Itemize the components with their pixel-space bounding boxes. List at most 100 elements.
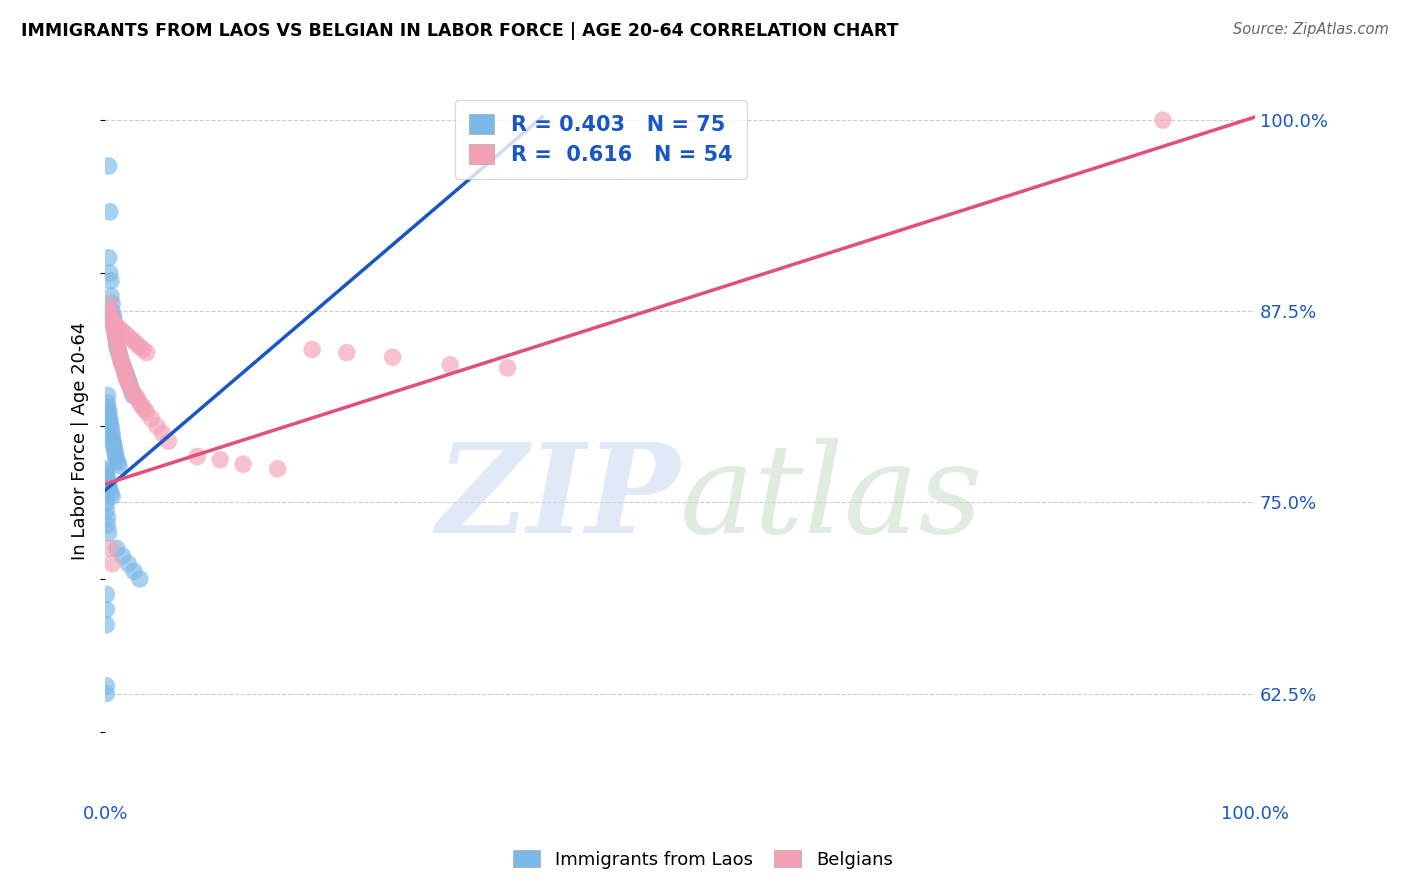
- Point: [111, 324, 134, 338]
- Point: [110, 355, 132, 369]
- Point: [141, 411, 163, 425]
- Point: [132, 343, 155, 357]
- Point: [98, 411, 121, 425]
- Point: [115, 370, 138, 384]
- Point: [115, 373, 138, 387]
- Point: [98, 541, 121, 556]
- Point: [103, 434, 125, 449]
- Point: [111, 549, 134, 563]
- Point: [111, 358, 134, 372]
- Point: [103, 443, 125, 458]
- Point: [135, 345, 157, 359]
- Point: [209, 452, 232, 467]
- Point: [114, 364, 136, 378]
- Point: [97, 407, 120, 421]
- Point: [152, 426, 174, 441]
- Point: [101, 426, 124, 441]
- Point: [108, 345, 131, 359]
- Point: [128, 572, 150, 586]
- Legend: R = 0.403   N = 75, R =  0.616   N = 54: R = 0.403 N = 75, R = 0.616 N = 54: [454, 100, 747, 179]
- Point: [103, 315, 125, 329]
- Point: [96, 462, 118, 476]
- Point: [105, 541, 128, 556]
- Point: [186, 450, 208, 464]
- Point: [101, 315, 124, 329]
- Text: Source: ZipAtlas.com: Source: ZipAtlas.com: [1233, 22, 1389, 37]
- Point: [97, 526, 120, 541]
- Point: [96, 510, 118, 524]
- Point: [96, 388, 118, 402]
- Point: [101, 489, 124, 503]
- Point: [301, 343, 323, 357]
- Point: [108, 350, 131, 364]
- Point: [96, 679, 118, 693]
- Point: [115, 367, 138, 381]
- Point: [101, 430, 124, 444]
- Point: [131, 399, 153, 413]
- Point: [98, 266, 121, 280]
- Point: [104, 318, 127, 332]
- Point: [97, 296, 120, 310]
- Text: atlas: atlas: [681, 438, 983, 559]
- Point: [101, 296, 124, 310]
- Point: [104, 330, 127, 344]
- Point: [124, 388, 146, 402]
- Point: [108, 321, 131, 335]
- Point: [108, 350, 131, 364]
- Point: [96, 474, 118, 488]
- Point: [146, 419, 169, 434]
- Point: [105, 334, 128, 349]
- Point: [96, 396, 118, 410]
- Point: [96, 687, 118, 701]
- Point: [117, 557, 139, 571]
- Point: [103, 441, 125, 455]
- Point: [121, 388, 143, 402]
- Point: [101, 557, 124, 571]
- Point: [100, 422, 122, 436]
- Point: [128, 339, 150, 353]
- Point: [96, 602, 118, 616]
- Point: [105, 334, 128, 349]
- Point: [103, 437, 125, 451]
- Point: [100, 289, 122, 303]
- Point: [108, 458, 131, 473]
- Point: [105, 339, 128, 353]
- Point: [110, 355, 132, 369]
- Text: ZIP: ZIP: [436, 438, 681, 559]
- Point: [108, 345, 131, 359]
- Point: [439, 358, 461, 372]
- Point: [104, 450, 127, 464]
- Point: [98, 304, 121, 318]
- Point: [157, 434, 180, 449]
- Point: [104, 446, 127, 460]
- Point: [98, 205, 121, 219]
- Point: [97, 159, 120, 173]
- Point: [97, 480, 120, 494]
- Point: [96, 495, 118, 509]
- Point: [122, 564, 145, 578]
- Point: [112, 360, 135, 375]
- Point: [96, 518, 118, 533]
- Point: [103, 309, 125, 323]
- Point: [134, 402, 156, 417]
- Point: [100, 419, 122, 434]
- Point: [100, 274, 122, 288]
- Point: [381, 350, 404, 364]
- Point: [120, 381, 142, 395]
- Point: [103, 324, 125, 338]
- Point: [107, 456, 129, 470]
- Point: [127, 392, 149, 406]
- Point: [97, 251, 120, 265]
- Point: [128, 396, 150, 410]
- Point: [100, 486, 122, 500]
- Point: [96, 471, 118, 485]
- Point: [107, 343, 129, 357]
- Point: [97, 477, 120, 491]
- Text: IMMIGRANTS FROM LAOS VS BELGIAN IN LABOR FORCE | AGE 20-64 CORRELATION CHART: IMMIGRANTS FROM LAOS VS BELGIAN IN LABOR…: [21, 22, 898, 40]
- Y-axis label: In Labor Force | Age 20-64: In Labor Force | Age 20-64: [72, 322, 89, 560]
- Point: [104, 330, 127, 344]
- Point: [117, 373, 139, 387]
- Point: [101, 304, 124, 318]
- Point: [96, 503, 118, 517]
- Point: [266, 462, 288, 476]
